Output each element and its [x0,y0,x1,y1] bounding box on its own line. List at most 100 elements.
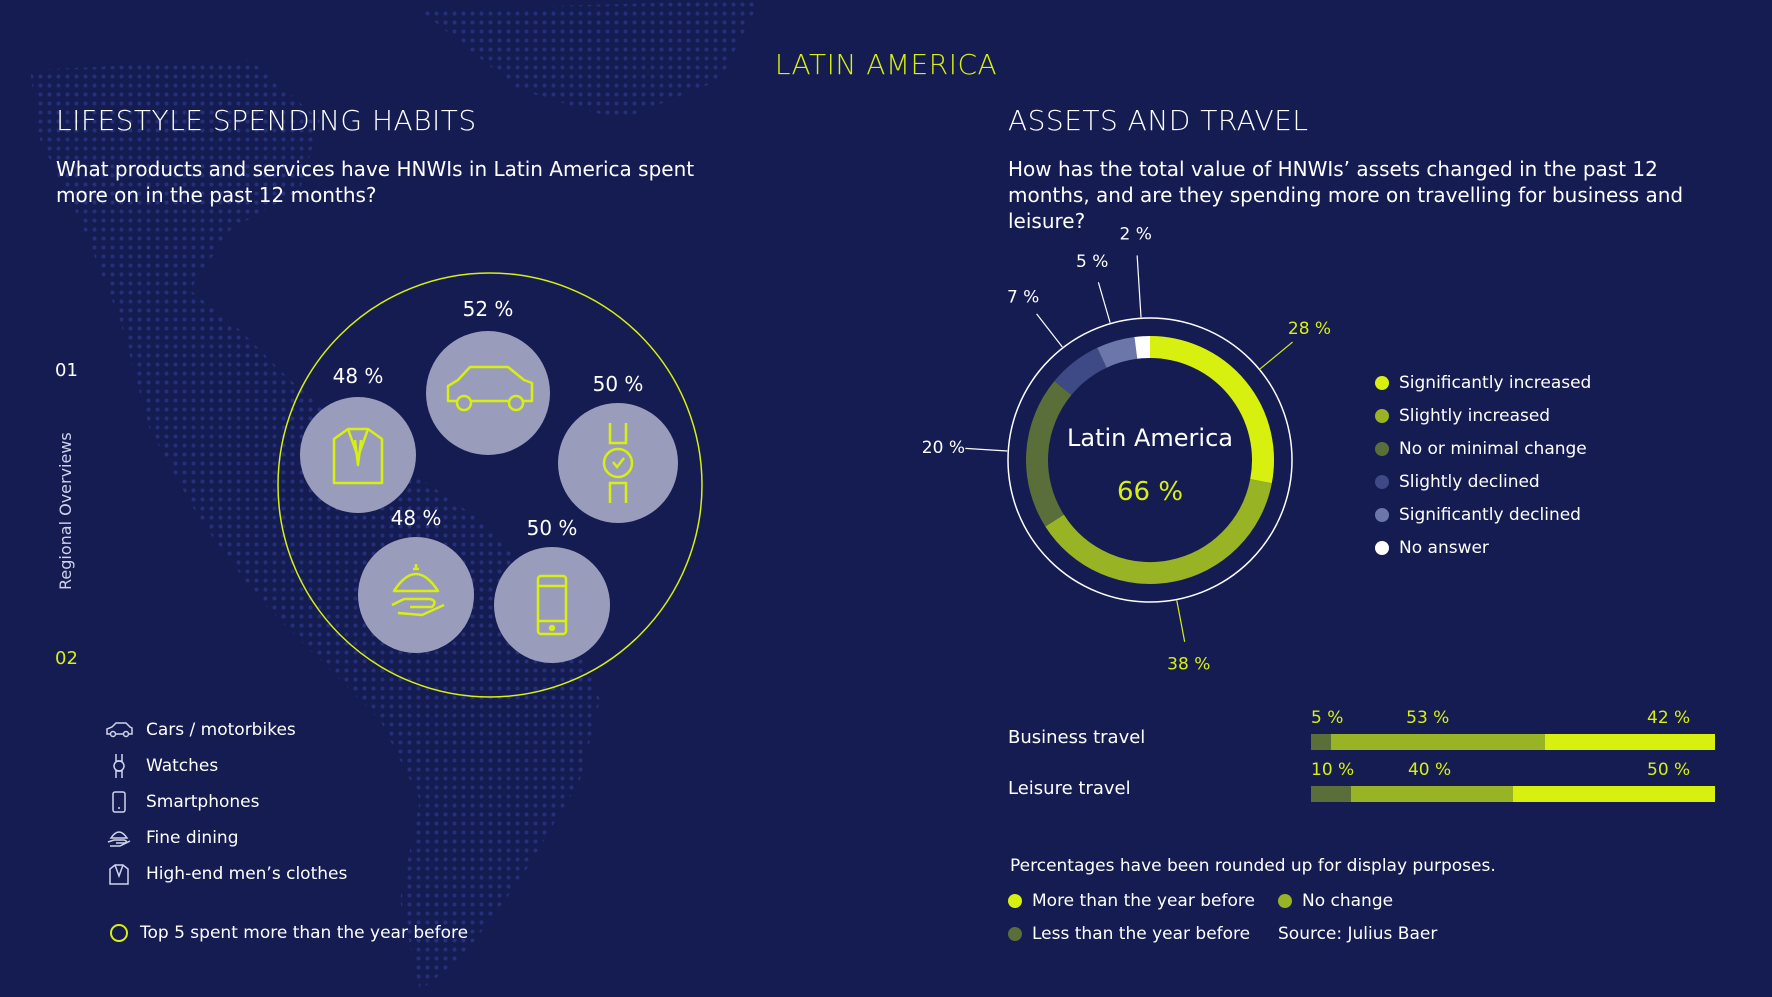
bubble-label-clothes: 48 % [333,364,384,388]
bar-data-label: 40 % [1407,760,1452,780]
donut-segment-slightly-increased [1045,478,1272,584]
donut-legend-label: Slightly increased [1399,405,1551,426]
bubble-clothes: 48 % [300,364,416,513]
donut-legend-item: Slightly increased [1375,399,1591,432]
donut-callout-line [1176,600,1186,642]
smartphone-icon [536,574,568,636]
lifestyle-bubble-chart: 52 % 48 % 50 % 48 % [277,272,703,698]
legend-dot [1375,540,1389,555]
donut-callout-line [1136,255,1142,318]
cloche-icon [391,564,445,617]
lifestyle-legend: Cars / motorbikes Watches Smartphones Fi… [104,712,347,892]
legend-dot [1375,375,1389,390]
suit-icon [332,427,384,485]
watch-icon [602,423,634,503]
cloche-icon [104,828,134,848]
section-number-02[interactable]: 02 [55,648,78,669]
bubble-label-smartphones: 50 % [527,516,578,540]
bar-segment-leisure-1 [1351,786,1513,802]
bubble-label-cars: 52 % [463,297,514,321]
bar-category-business: Business travel [1008,727,1146,748]
legend-label-watches: Watches [146,756,219,776]
bar-legend-no-change: No change [1278,888,1393,914]
legend-dot [1375,441,1389,456]
suit-icon [104,863,134,885]
donut-center-label: Latin America [1067,424,1233,452]
bar-segment-leisure-0 [1311,786,1352,802]
donut-legend: Significantly increased Slightly increase… [1375,366,1591,564]
donut-legend-item: No answer [1375,531,1591,564]
donut-callout-line [965,447,1008,452]
top5-note: Top 5 spent more than the year before [110,920,468,946]
dot-more [1008,894,1022,908]
bar-legend-less-label: Less than the year before [1032,924,1251,944]
bubble-smartphones: 50 % [494,516,610,663]
donut-segment-no-or-minimal-change [1026,380,1072,527]
donut-callout-line [1259,341,1293,370]
bar-segment-leisure-2 [1513,786,1715,802]
car-icon [446,365,534,412]
donut-segment-significantly-increased [1149,336,1274,484]
legend-dot [1375,507,1389,522]
donut-legend-label: Significantly declined [1399,504,1581,525]
donut-callouts: 28 % 38 % 20 % 7 % 5 % 2 % [922,224,1331,674]
assets-donut-chart: 28 % 38 % 20 % 7 % 5 % 2 % Latin America 66 % [922,224,1331,674]
source-note: Source: Julius Baer [1278,924,1438,944]
outline-circle-icon [110,924,128,942]
top5-note-label: Top 5 spent more than the year before [140,923,469,943]
donut-segment-significantly-declined [1097,336,1138,368]
donut-legend-label: No answer [1399,537,1489,558]
donut-segment-slightly-declined [1054,347,1107,396]
lifestyle-title: LIFESTYLE SPENDING HABITS [56,104,477,137]
legend-item-cars: Cars / motorbikes [104,712,347,748]
bubble-dining: 48 % [358,506,474,653]
donut-data-label: 20 % [922,438,965,458]
car-icon [104,722,134,738]
region-title: LATIN AMERICA [774,48,998,81]
donut-data-label: 2 % [1120,224,1152,244]
donut-segments [1026,336,1274,584]
donut-outer-ring [1007,317,1293,603]
regional-overviews-label: Regional Overviews [56,432,75,590]
lifestyle-question: What products and services have HNWIs in… [56,157,695,207]
legend-label-cars: Cars / motorbikes [146,720,296,740]
travel-stacked-bars: 5 % 53 % 42 % 10 % 40 % 50 % [1311,700,1715,810]
bar-data-label: 42 % [1647,708,1691,728]
bubble-watches: 50 % [558,372,678,523]
donut-legend-item: No or minimal change [1375,432,1591,465]
donut-legend-label: Slightly declined [1399,471,1540,492]
donut-legend-item: Slightly declined [1375,465,1591,498]
donut-center-value: 66 % [1117,477,1183,507]
bar-segment-business-2 [1545,734,1715,750]
bar-legend-more: More than the year before [1008,888,1255,914]
donut-callout-line [1036,313,1063,348]
legend-label-dining: Fine dining [146,828,239,848]
bar-segment-business-1 [1331,734,1546,750]
bubble-label-dining: 48 % [391,506,442,530]
donut-data-label: 28 % [1288,319,1331,339]
donut-data-label: 38 % [1167,654,1210,674]
donut-callout-line [1097,282,1111,323]
watch-icon [104,753,134,779]
donut-data-label: 7 % [1007,287,1039,307]
bar-data-label: 10 % [1311,760,1355,780]
bar-data-label: 5 % [1311,708,1344,728]
donut-segment-no-answer [1134,336,1151,359]
legend-item-clothes: High-end men’s clothes [104,856,347,892]
assets-title: ASSETS AND TRAVEL [1008,104,1309,137]
donut-legend-item: Significantly declined [1375,498,1591,531]
legend-label-clothes: High-end men’s clothes [146,864,348,884]
rounding-note: Percentages have been rounded up for dis… [1010,856,1496,876]
donut-legend-item: Significantly increased [1375,366,1591,399]
legend-dot [1375,408,1389,423]
legend-dot [1375,474,1389,489]
dot-less [1008,927,1022,941]
legend-item-dining: Fine dining [104,820,347,856]
smartphone-icon [104,791,134,813]
top5-outline-circle [277,272,703,698]
bar-data-label: 50 % [1647,760,1691,780]
bubble-label-watches: 50 % [593,372,644,396]
section-number-01[interactable]: 01 [55,360,78,381]
legend-label-smartphones: Smartphones [146,792,260,812]
